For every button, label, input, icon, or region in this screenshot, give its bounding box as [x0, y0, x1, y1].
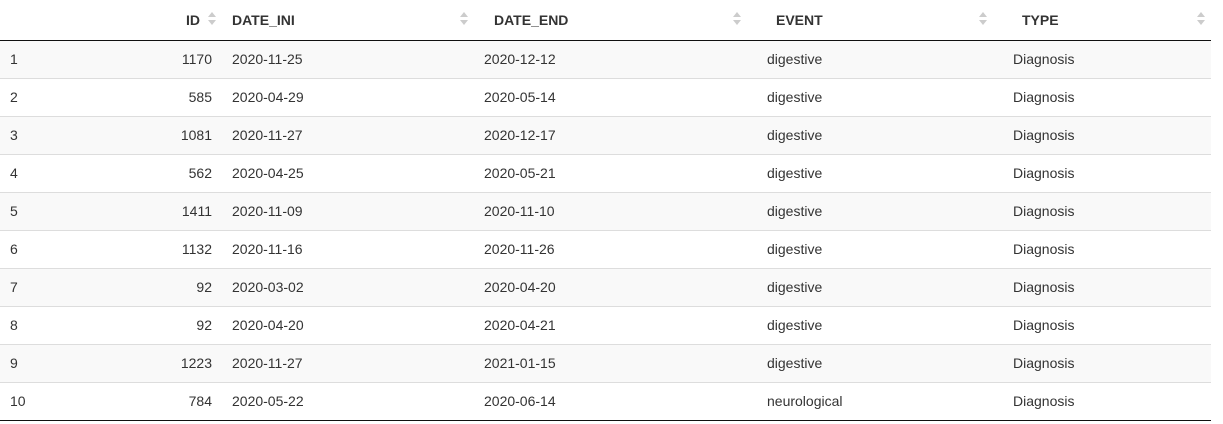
table-row: 6 1132 2020-11-16 2020-11-26 digestive D…	[0, 229, 1211, 268]
cell-event: neurological	[747, 381, 993, 421]
cell-id: 1081	[120, 115, 222, 154]
table-row: 7 92 2020-03-02 2020-04-20 digestive Dia…	[0, 267, 1211, 306]
cell-event: digestive	[767, 51, 823, 67]
cell-date-end: 2020-11-26	[474, 229, 747, 268]
cell-date-ini: 2020-04-29	[222, 77, 474, 116]
cell-event: digestive	[747, 191, 993, 230]
cell-type: Diagnosis	[993, 77, 1211, 116]
cell-index: 9	[0, 343, 120, 382]
cell-date-end: 2021-01-15	[474, 343, 747, 382]
column-header-event-label: EVENT	[776, 11, 823, 28]
sort-icon[interactable]	[1197, 12, 1205, 28]
cell-type: Diagnosis	[993, 115, 1211, 154]
cell-type: Diagnosis	[993, 191, 1211, 230]
cell-date-end: 2020-04-21	[474, 305, 747, 344]
table-body: 1 1170 2020-11-25 2020-12-12 digestive D…	[0, 40, 1211, 421]
cell-type: Diagnosis	[993, 153, 1211, 192]
cell-type: Diagnosis	[993, 343, 1211, 382]
cell-event: digestive	[747, 77, 993, 116]
table-row: 1 1170 2020-11-25 2020-12-12 digestive D…	[0, 40, 1211, 78]
column-header-date-end[interactable]: DATE_END	[474, 0, 747, 41]
cell-index: 10	[0, 381, 120, 421]
cell-date-end: 2020-11-10	[474, 191, 747, 230]
cell-event: digestive	[747, 229, 993, 268]
cell-date-end: 2020-12-12	[484, 51, 556, 67]
cell-event: digestive	[747, 153, 993, 192]
sort-icon[interactable]	[460, 12, 468, 28]
cell-date-ini: 2020-04-20	[222, 305, 474, 344]
cell-id: 562	[120, 153, 222, 192]
column-header-type-label: TYPE	[1022, 11, 1059, 28]
cell-date-ini: 2020-04-25	[222, 153, 474, 192]
cell-date-end: 2020-05-21	[474, 153, 747, 192]
cell-index: 6	[0, 229, 120, 268]
sort-icon[interactable]	[733, 12, 741, 28]
column-header-type[interactable]: TYPE	[993, 0, 1211, 41]
table-row: 9 1223 2020-11-27 2021-01-15 digestive D…	[0, 343, 1211, 382]
cell-index: 1	[10, 51, 18, 67]
cell-type: Diagnosis	[993, 267, 1211, 306]
table-row: 3 1081 2020-11-27 2020-12-17 digestive D…	[0, 115, 1211, 154]
cell-date-ini: 2020-05-22	[222, 381, 474, 421]
cell-id: 1223	[120, 343, 222, 382]
cell-date-ini: 2020-11-27	[222, 343, 474, 382]
cell-type: Diagnosis	[993, 305, 1211, 344]
column-header-date-end-label: DATE_END	[494, 11, 569, 28]
cell-date-end: 2020-12-17	[474, 115, 747, 154]
cell-type: Diagnosis	[993, 381, 1211, 421]
cell-date-ini: 2020-11-27	[222, 115, 474, 154]
table-row: 8 92 2020-04-20 2020-04-21 digestive Dia…	[0, 305, 1211, 344]
sort-icon[interactable]	[979, 12, 987, 28]
cell-date-end: 2020-05-14	[474, 77, 747, 116]
cell-id: 1170	[181, 51, 212, 67]
column-header-id-label: ID	[186, 11, 200, 28]
table-row: 4 562 2020-04-25 2020-05-21 digestive Di…	[0, 153, 1211, 192]
cell-id: 1132	[120, 229, 222, 268]
cell-id: 1411	[120, 191, 222, 230]
cell-date-ini: 2020-11-09	[222, 191, 474, 230]
sort-icon[interactable]	[208, 12, 216, 28]
column-header-index	[0, 0, 120, 41]
cell-index: 4	[0, 153, 120, 192]
cell-date-ini: 2020-11-25	[232, 51, 303, 67]
cell-date-end: 2020-04-20	[474, 267, 747, 306]
cell-id: 585	[120, 77, 222, 116]
table-row: 10 784 2020-05-22 2020-06-14 neurologica…	[0, 381, 1211, 421]
cell-index: 7	[0, 267, 120, 306]
cell-index: 2	[0, 77, 120, 116]
cell-index: 5	[0, 191, 120, 230]
cell-event: digestive	[747, 115, 993, 154]
column-header-id[interactable]: ID	[120, 0, 222, 41]
cell-index: 3	[0, 115, 120, 154]
column-header-date-ini[interactable]: DATE_INI	[222, 0, 474, 41]
cell-event: digestive	[747, 305, 993, 344]
cell-id: 92	[120, 267, 222, 306]
column-header-date-ini-label: DATE_INI	[232, 11, 295, 28]
cell-type: Diagnosis	[993, 229, 1211, 268]
cell-index: 8	[0, 305, 120, 344]
column-header-event[interactable]: EVENT	[747, 0, 993, 41]
cell-event: digestive	[747, 267, 993, 306]
cell-id: 784	[120, 381, 222, 421]
cell-event: digestive	[747, 343, 993, 382]
cell-date-ini: 2020-03-02	[222, 267, 474, 306]
table-row: 2 585 2020-04-29 2020-05-14 digestive Di…	[0, 77, 1211, 116]
table-row: 5 1411 2020-11-09 2020-11-10 digestive D…	[0, 191, 1211, 230]
cell-date-end: 2020-06-14	[474, 381, 747, 421]
cell-id: 92	[120, 305, 222, 344]
table-header-row: ID DATE_INI DATE_END EVENT TYPE	[0, 0, 1211, 41]
cell-type: Diagnosis	[1013, 51, 1075, 67]
cell-date-ini: 2020-11-16	[222, 229, 474, 268]
